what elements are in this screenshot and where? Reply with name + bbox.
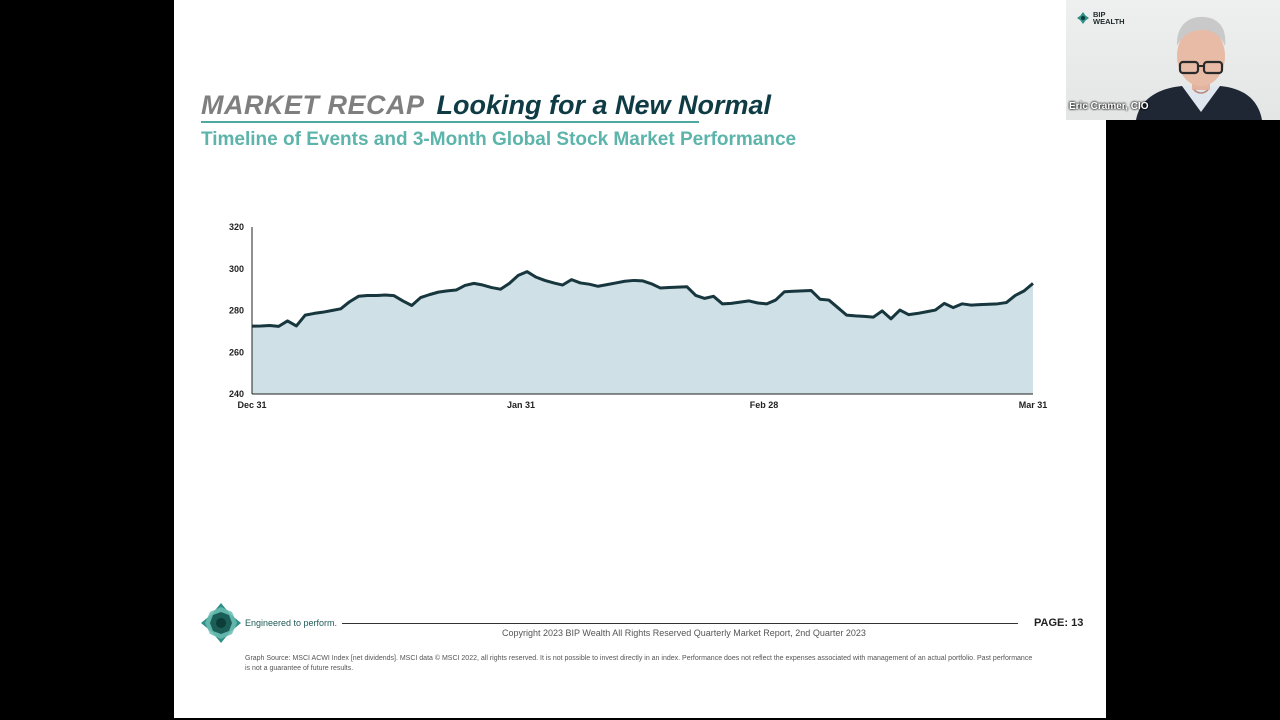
video-logo-line1: BIP [1093, 10, 1106, 19]
y-tick-label: 320 [229, 222, 244, 232]
bip-wealth-small-logo-icon [1077, 12, 1089, 24]
video-logo-text: BIP WEALTH [1093, 10, 1125, 26]
footer-tagline: Engineered to perform. [245, 618, 338, 628]
market-performance-chart: 320 300 280 260 240 Dec 31 Jan 31 Feb 28 Mar 31 [229, 222, 1047, 410]
participant-name-label: Eric Cramer, CIO [1069, 101, 1149, 112]
bip-wealth-logo-icon [201, 603, 241, 643]
video-wall-logo: BIP WEALTH [1077, 11, 1125, 25]
title-main: MARKET RECAP [201, 90, 425, 120]
x-axis-tick-labels: Dec 31 Jan 31 Feb 28 Mar 31 [237, 400, 1047, 410]
x-tick-label: Jan 31 [507, 400, 535, 410]
footer-copyright: Copyright 2023 BIP Wealth All Rights Res… [502, 628, 866, 638]
y-axis-tick-labels: 320 300 280 260 240 [229, 222, 244, 399]
x-tick-label: Mar 31 [1019, 400, 1048, 410]
chart-axes [251, 227, 1033, 395]
title-underline [201, 121, 699, 123]
x-tick-label: Feb 28 [750, 400, 779, 410]
y-tick-label: 300 [229, 264, 244, 274]
chart-plot-area [251, 270, 1034, 394]
page-number: PAGE: 13 [1034, 617, 1084, 629]
title-sub: Looking for a New Normal [436, 90, 772, 120]
y-tick-label: 280 [229, 306, 244, 316]
x-tick-label: Dec 31 [237, 400, 266, 410]
y-tick-label: 260 [229, 347, 244, 357]
series-area-fill [252, 271, 1033, 394]
series-line [251, 270, 1034, 328]
footer-divider [342, 623, 1018, 624]
video-logo-line2: WEALTH [1093, 17, 1125, 26]
participant-video-tile[interactable]: BIP WEALTH Eric Cramer, CIO [1066, 0, 1280, 120]
footer-disclaimer: Graph Source: MSCI ACWI Index [net divid… [245, 655, 1033, 672]
participant-avatar [1136, 16, 1262, 120]
slide-title: MARKET RECAP Looking for a New Normal [201, 90, 771, 121]
presentation-slide: MARKET RECAP Looking for a New Normal Tim… [174, 0, 1106, 718]
y-tick-label: 240 [229, 389, 244, 399]
slide-subtitle: Timeline of Events and 3-Month Global St… [201, 129, 797, 150]
